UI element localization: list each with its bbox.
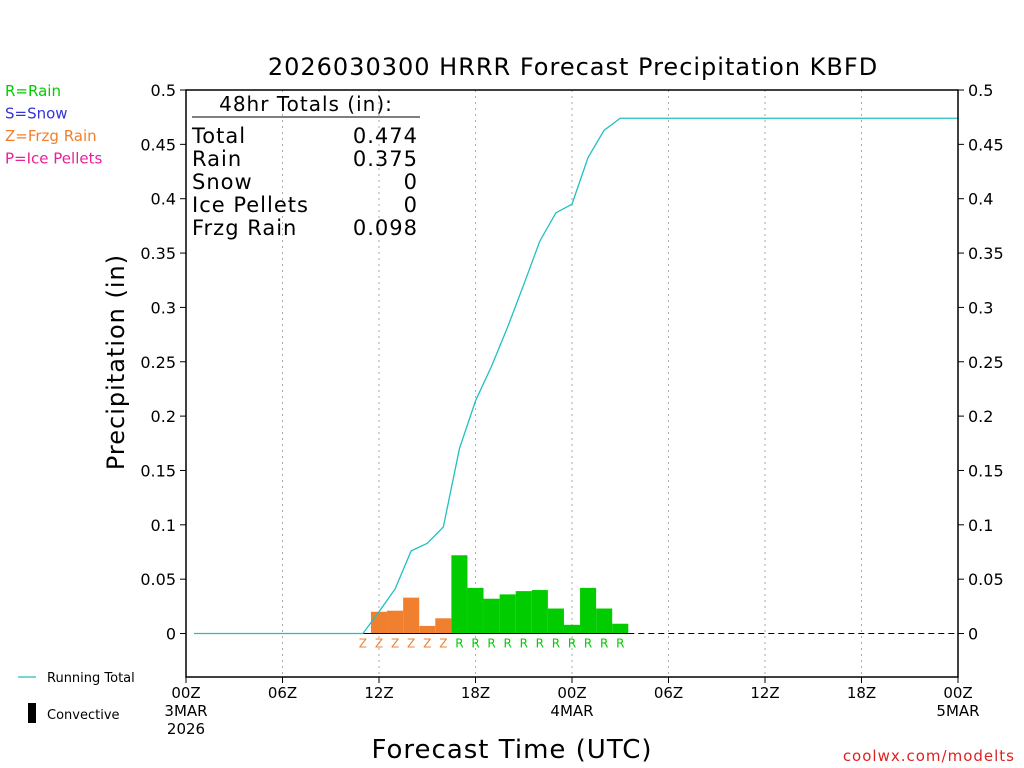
y-tick-label-left: 0.05 [140,570,176,589]
precip-type-letter: R [455,637,463,651]
precip-type-letter: Z [423,637,431,651]
y-axis-label: Precipitation (in) [102,254,130,470]
precip-bar [451,555,468,634]
chart-title: 2026030300 HRRR Forecast Precipitation K… [268,53,878,81]
credit-text: coolwx.com/modelts [843,747,1015,765]
x-tick-label: 00Z [557,684,586,702]
y-tick-label-left: 0 [166,625,176,644]
y-tick-label-right: 0.4 [968,190,993,209]
x-tick-label: 18Z [847,684,876,702]
x-tick-label: 06Z [268,684,297,702]
y-tick-label-left: 0.45 [140,135,176,154]
x-tick-label: 00Z [943,684,972,702]
precip-type-letter: R [552,637,560,651]
y-tick-label-left: 0.15 [140,461,176,480]
y-tick-label-left: 0.1 [151,516,176,535]
totals-row-value: 0.375 [353,147,418,171]
y-tick-label-left: 0.5 [151,81,176,100]
y-tick-label-right: 0.5 [968,81,993,100]
totals-row-label: Snow [192,170,253,194]
x-tick-label: 12Z [364,684,393,702]
x-tick-label: 12Z [750,684,779,702]
precip-type-letter: Z [439,637,447,651]
precip-bar [596,608,613,634]
y-tick-label-right: 0.1 [968,516,993,535]
totals-row-label: Rain [192,147,242,171]
precip-type-letter: R [487,637,495,651]
precip-type-letter: R [616,637,624,651]
x-tick-label: 3MAR [164,702,207,720]
totals-row-value: 0 [404,170,418,194]
y-tick-label-left: 0.25 [140,353,176,372]
y-tick-label-right: 0.35 [968,244,1004,263]
y-tick-label-right: 0.45 [968,135,1004,154]
type-legend-entry: R=Rain [5,82,61,100]
y-tick-label-right: 0.05 [968,570,1004,589]
precip-bar [515,591,532,634]
precip-bar [547,608,564,634]
convective-legend-label: Convective [47,708,120,723]
precip-bar [483,598,500,634]
type-legend-entry: Z=Frzg Rain [5,127,97,145]
x-tick-label: 4MAR [550,702,593,720]
x-tick-label: 18Z [461,684,490,702]
precip-bar [419,625,436,634]
running-total-line [194,117,958,635]
precip-type-letter: Z [375,637,383,651]
precip-type-letter: R [536,637,544,651]
totals-row-value: 0.474 [353,124,418,148]
precip-bar [499,594,516,634]
y-tick-label-right: 0.25 [968,353,1004,372]
precip-type-letter: R [600,637,608,651]
y-tick-label-right: 0 [968,625,978,644]
totals-title: 48hr Totals (in): [219,92,393,116]
totals-row-label: Total [191,124,246,148]
type-legend-entry: S=Snow [5,105,68,123]
precip-bar [580,587,597,634]
totals-row-value: 0 [404,193,418,217]
precip-type-letter: Z [407,637,415,651]
precip-bar [563,624,581,634]
precip-bar [387,610,404,634]
totals-row-label: Frzg Rain [192,216,297,240]
totals-row-value: 0.098 [353,216,418,240]
totals-row-label: Ice Pellets [192,193,309,217]
precip-type-letter: R [584,637,592,651]
precip-type-letter: Z [359,637,367,651]
x-tick-label: 2026 [167,720,205,738]
precip-type-letter: R [503,637,511,651]
precip-type-letter: Z [391,637,399,651]
precip-bar [612,623,629,634]
precip-type-letter: R [568,637,576,651]
x-tick-label: 5MAR [936,702,979,720]
precip-bar [370,611,388,634]
convective-legend-swatch [28,703,36,723]
x-tick-label: 00Z [171,684,200,702]
precip-bar [531,590,548,634]
y-tick-label-right: 0.2 [968,407,993,426]
precip-type-letter: R [471,637,479,651]
y-tick-label-right: 0.3 [968,298,993,317]
x-axis-label: Forecast Time (UTC) [371,735,652,765]
y-tick-label-left: 0.4 [151,190,176,209]
y-tick-label-left: 0.35 [140,244,176,263]
y-tick-label-left: 0.3 [151,298,176,317]
precip-bar [403,597,420,634]
y-tick-label-left: 0.2 [151,407,176,426]
precip-type-letter: R [520,637,528,651]
precip-bar [467,587,484,634]
running-total-legend-label: Running Total [47,671,135,686]
x-tick-label: 06Z [654,684,683,702]
y-tick-label-right: 0.15 [968,461,1004,480]
precip-bar [435,618,452,634]
type-legend-entry: P=Ice Pellets [5,150,102,168]
